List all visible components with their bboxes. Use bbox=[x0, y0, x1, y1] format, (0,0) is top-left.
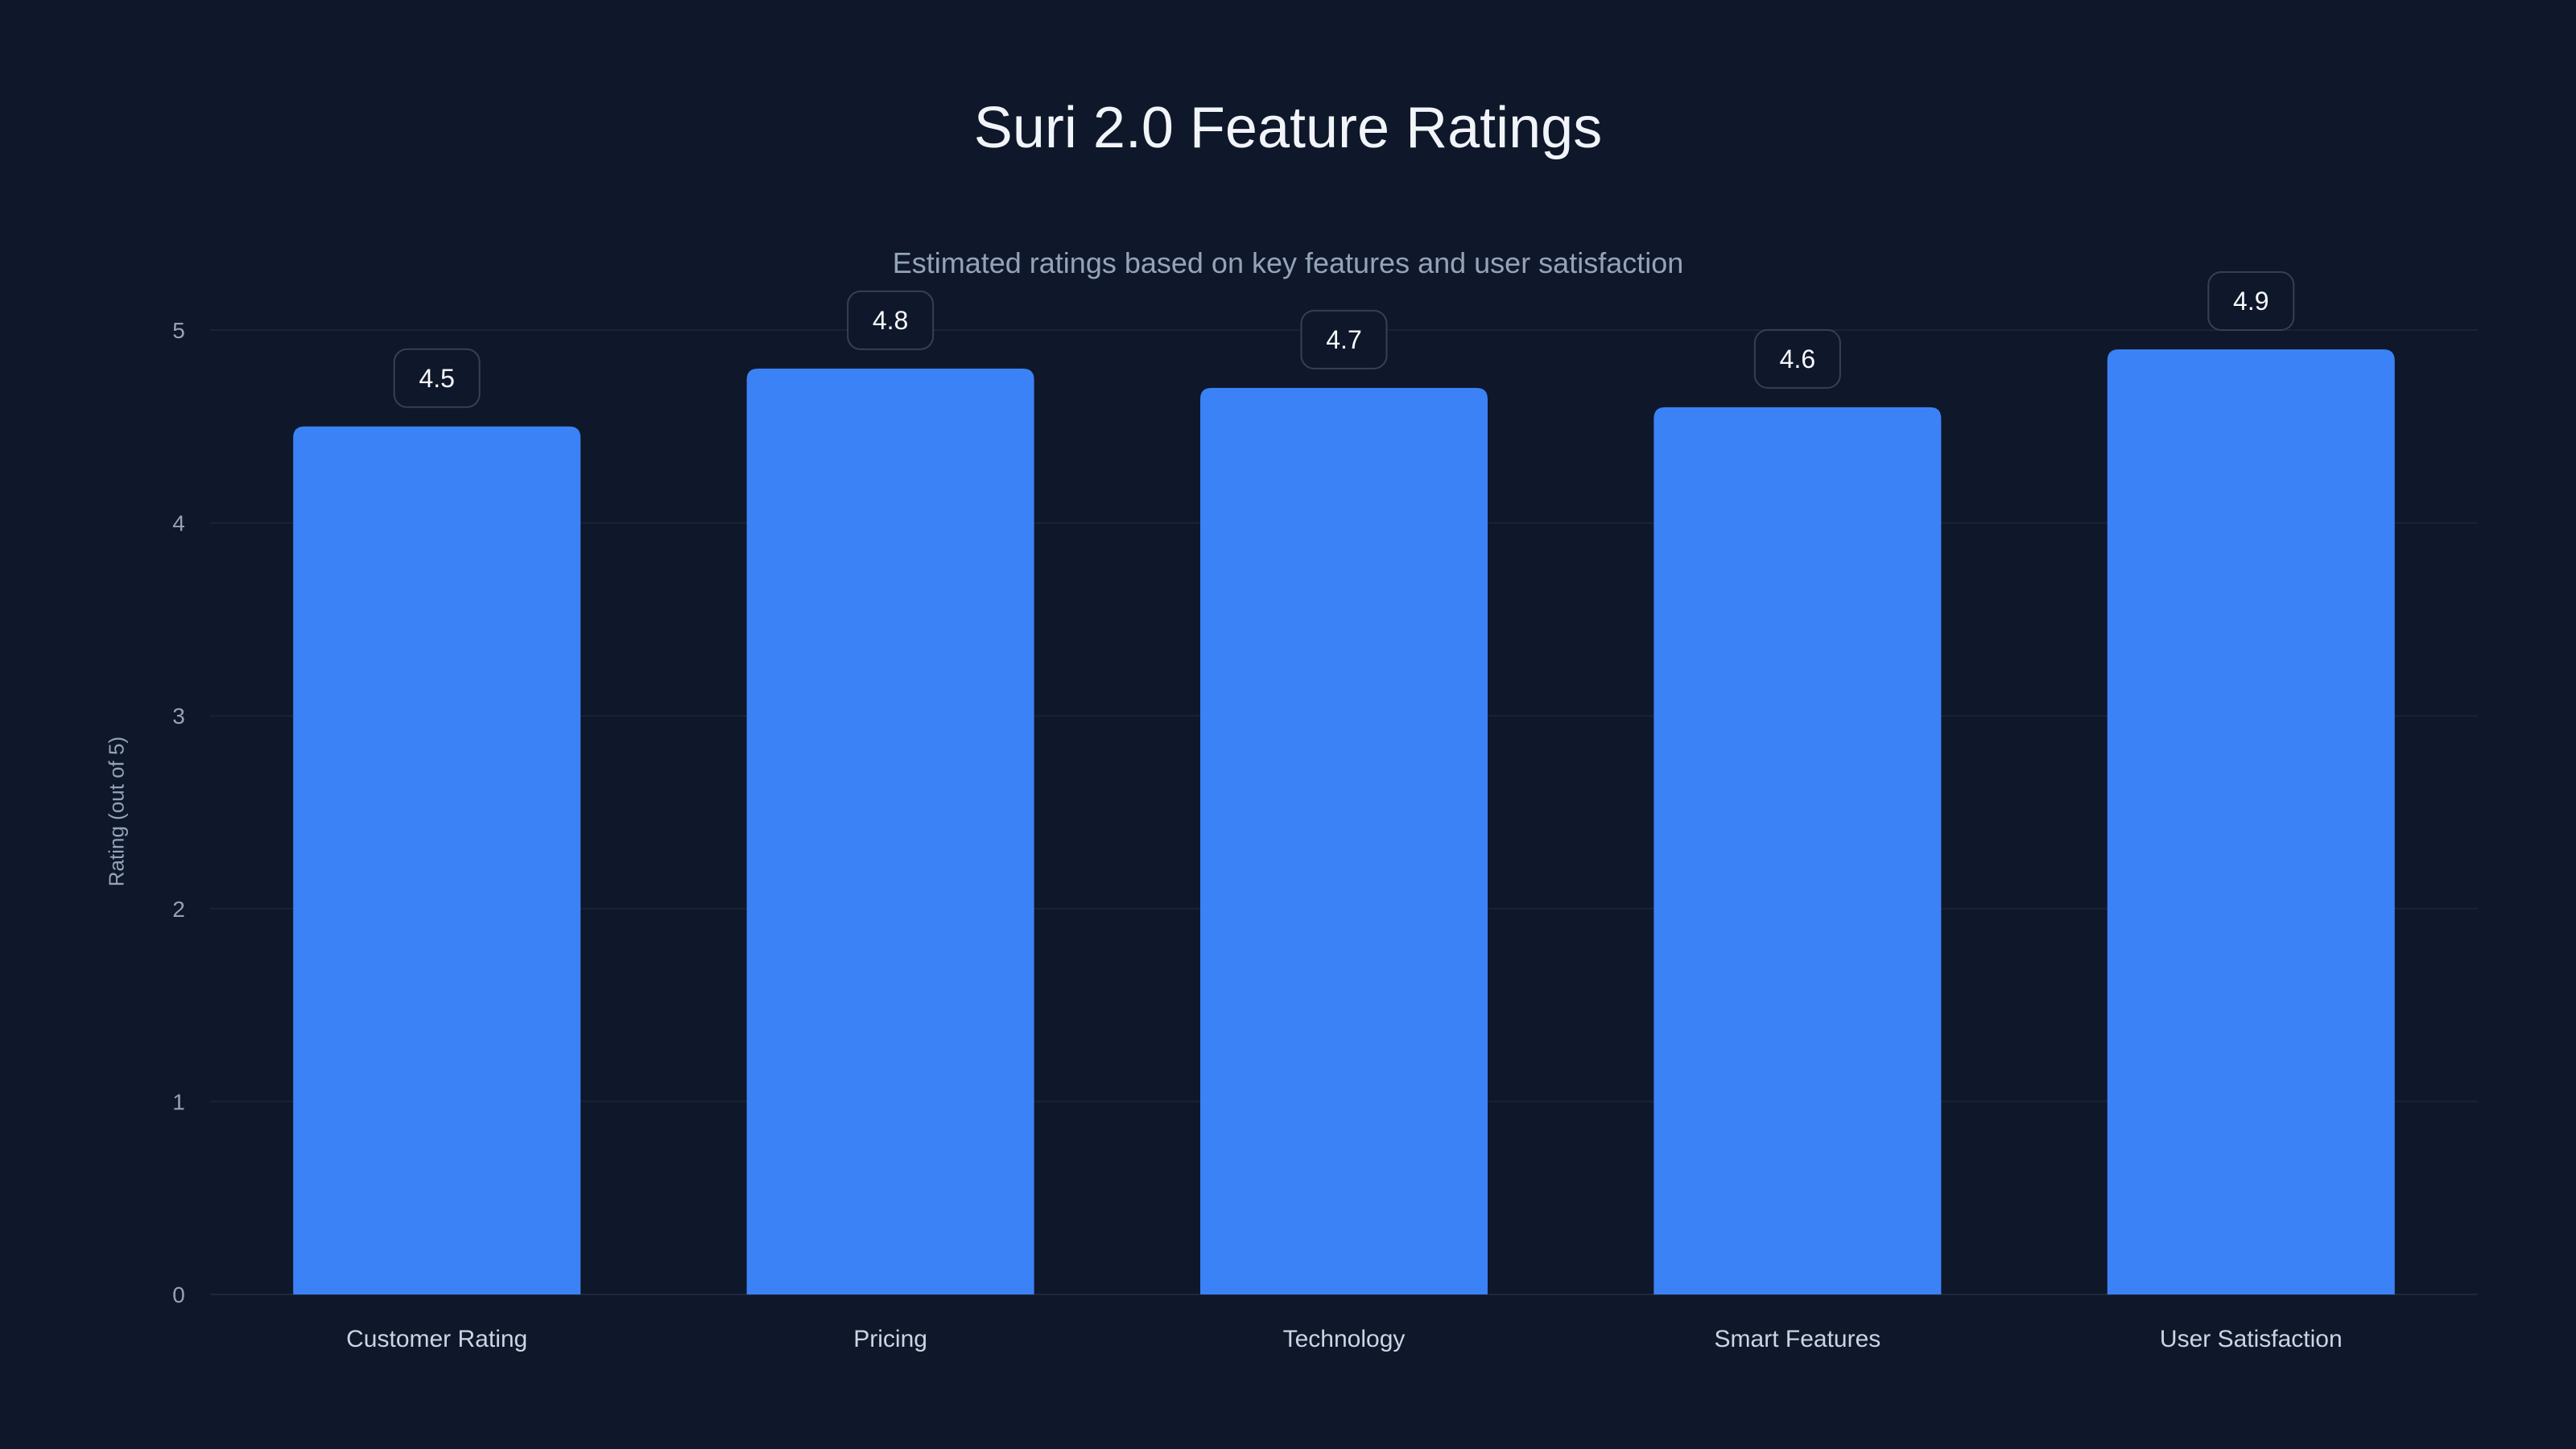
x-tick-label: User Satisfaction bbox=[2160, 1326, 2343, 1352]
data-label: 4.7 bbox=[1326, 325, 1361, 354]
x-tick-label: Technology bbox=[1283, 1326, 1406, 1352]
x-tick-label: Customer Rating bbox=[346, 1326, 527, 1352]
chart-subtitle: Estimated ratings based on key features … bbox=[892, 246, 1684, 279]
bar bbox=[1200, 387, 1488, 1294]
bar bbox=[746, 368, 1034, 1294]
y-tick-label: 1 bbox=[172, 1089, 185, 1114]
data-label-box bbox=[847, 290, 935, 350]
bar bbox=[2107, 349, 2395, 1295]
data-label-box bbox=[1753, 328, 1841, 389]
data-label: 4.5 bbox=[419, 364, 454, 393]
data-label-box bbox=[1300, 309, 1388, 369]
data-label: 4.9 bbox=[2233, 287, 2268, 316]
y-tick-label: 2 bbox=[172, 897, 185, 922]
bar bbox=[1653, 407, 1942, 1295]
bar bbox=[293, 426, 581, 1294]
chart-title: Suri 2.0 Feature Ratings bbox=[973, 96, 1603, 160]
data-label-box bbox=[2207, 270, 2295, 331]
y-tick-label: 4 bbox=[172, 511, 185, 536]
y-tick-label: 5 bbox=[172, 318, 185, 343]
x-tick-label: Smart Features bbox=[1715, 1326, 1881, 1352]
y-tick-label: 0 bbox=[172, 1282, 185, 1307]
data-label: 4.8 bbox=[873, 306, 908, 335]
data-label: 4.6 bbox=[1780, 345, 1815, 374]
y-tick-label: 3 bbox=[172, 704, 185, 729]
x-tick-label: Pricing bbox=[853, 1326, 927, 1352]
data-label-box bbox=[393, 348, 481, 408]
